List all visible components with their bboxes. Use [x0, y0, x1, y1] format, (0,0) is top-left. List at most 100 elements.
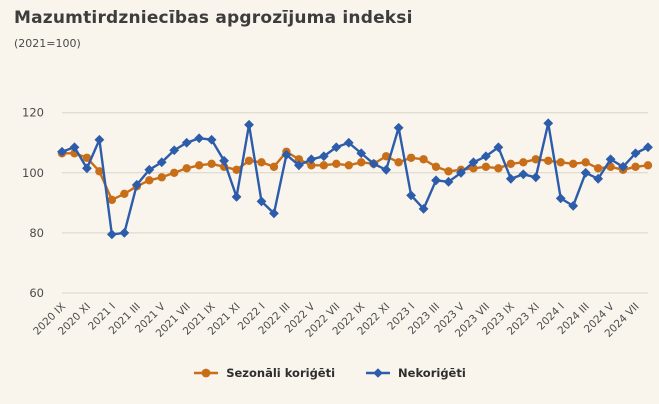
data-point-nekorigeti[interactable] [57, 146, 67, 157]
data-point-sezonali-korigeti[interactable] [531, 155, 540, 164]
data-point-nekorigeti[interactable] [505, 173, 516, 184]
data-point-sezonali-korigeti[interactable] [481, 162, 491, 171]
data-point-sezonali-korigeti[interactable] [269, 162, 279, 171]
data-point-nekorigeti[interactable] [630, 148, 641, 159]
data-point-sezonali-korigeti[interactable] [381, 152, 391, 161]
legend-label-nekorigeti: Nekoriģēti [398, 366, 466, 380]
circle-marker-icon [194, 368, 219, 378]
data-point-nekorigeti[interactable] [181, 137, 192, 148]
data-point-nekorigeti[interactable] [381, 164, 392, 175]
data-point-nekorigeti[interactable] [356, 148, 367, 159]
data-point-nekorigeti[interactable] [119, 228, 130, 238]
data-point-sezonali-korigeti[interactable] [107, 195, 117, 205]
legend-item-sezonali-korigeti[interactable]: Sezonāli koriģēti [193, 366, 335, 380]
chart-legend: Sezonāli koriģēti Nekoriģēti [0, 366, 659, 380]
gridlines [62, 112, 648, 294]
data-point-nekorigeti[interactable] [194, 133, 205, 144]
data-point-sezonali-korigeti[interactable] [157, 173, 166, 182]
data-point-sezonali-korigeti[interactable] [332, 159, 341, 168]
data-point-nekorigeti[interactable] [269, 208, 279, 219]
data-point-nekorigeti[interactable] [231, 191, 242, 202]
data-point-sezonali-korigeti[interactable] [581, 158, 590, 167]
data-point-sezonali-korigeti[interactable] [307, 161, 316, 170]
data-point-sezonali-korigeti[interactable] [145, 176, 154, 185]
data-point-sezonali-korigeti[interactable] [544, 156, 553, 165]
data-point-nekorigeti[interactable] [593, 173, 604, 184]
data-point-sezonali-korigeti[interactable] [406, 153, 416, 162]
chart-subtitle: (2021=100) [14, 37, 81, 50]
data-point-nekorigeti[interactable] [131, 179, 142, 190]
data-point-nekorigeti[interactable] [94, 134, 105, 145]
data-point-nekorigeti[interactable] [443, 176, 454, 187]
data-point-sezonali-korigeti[interactable] [257, 158, 266, 167]
data-point-sezonali-korigeti[interactable] [506, 159, 516, 168]
data-point-sezonali-korigeti[interactable] [319, 161, 329, 170]
data-point-nekorigeti[interactable] [530, 172, 541, 183]
data-point-nekorigeti[interactable] [69, 142, 80, 153]
data-point-nekorigeti[interactable] [106, 229, 117, 240]
data-point-sezonali-korigeti[interactable] [643, 161, 653, 170]
data-point-nekorigeti[interactable] [643, 142, 653, 153]
data-point-nekorigeti[interactable] [605, 154, 616, 165]
data-point-nekorigeti[interactable] [431, 175, 441, 186]
data-point-sezonali-korigeti[interactable] [469, 164, 478, 173]
data-point-sezonali-korigeti[interactable] [631, 162, 640, 171]
data-point-nekorigeti[interactable] [580, 167, 591, 178]
data-point-nekorigeti[interactable] [393, 122, 404, 133]
data-point-sezonali-korigeti[interactable] [207, 159, 216, 168]
data-point-nekorigeti[interactable] [293, 160, 304, 171]
data-point-nekorigeti[interactable] [281, 149, 292, 160]
data-point-sezonali-korigeti[interactable] [232, 165, 241, 174]
data-point-nekorigeti[interactable] [368, 158, 379, 169]
data-point-nekorigeti[interactable] [156, 157, 167, 168]
y-axis-labels: 120 100 80 60 [22, 106, 44, 300]
data-point-nekorigeti[interactable] [518, 169, 529, 180]
data-point-nekorigeti[interactable] [456, 167, 466, 178]
series-sezonali-korigeti[interactable] [57, 147, 653, 205]
data-point-sezonali-korigeti[interactable] [431, 162, 441, 171]
data-point-nekorigeti[interactable] [543, 118, 554, 129]
data-point-nekorigeti[interactable] [82, 163, 92, 174]
data-point-nekorigeti[interactable] [618, 161, 628, 172]
data-point-nekorigeti[interactable] [481, 151, 491, 162]
data-point-sezonali-korigeti[interactable] [170, 168, 179, 177]
data-point-nekorigeti[interactable] [244, 119, 254, 130]
data-point-sezonali-korigeti[interactable] [344, 161, 353, 170]
data-point-nekorigeti[interactable] [219, 155, 229, 166]
data-point-nekorigeti[interactable] [169, 145, 180, 156]
data-point-nekorigeti[interactable] [406, 190, 417, 201]
data-point-sezonali-korigeti[interactable] [519, 158, 528, 167]
data-point-nekorigeti[interactable] [418, 203, 429, 214]
data-point-nekorigeti[interactable] [306, 154, 317, 165]
data-point-nekorigeti[interactable] [468, 157, 479, 168]
data-point-nekorigeti[interactable] [555, 193, 566, 204]
data-point-sezonali-korigeti[interactable] [556, 158, 565, 167]
data-point-nekorigeti[interactable] [206, 134, 217, 145]
data-point-sezonali-korigeti[interactable] [593, 164, 603, 173]
data-point-sezonali-korigeti[interactable] [419, 155, 428, 164]
data-point-nekorigeti[interactable] [568, 200, 579, 211]
data-point-nekorigeti[interactable] [318, 151, 329, 162]
series-nekorigeti[interactable] [57, 118, 653, 240]
data-point-sezonali-korigeti[interactable] [394, 158, 403, 167]
data-point-sezonali-korigeti[interactable] [95, 167, 104, 176]
data-point-nekorigeti[interactable] [256, 196, 267, 207]
data-point-sezonali-korigeti[interactable] [294, 155, 304, 164]
data-point-sezonali-korigeti[interactable] [494, 164, 503, 173]
data-point-sezonali-korigeti[interactable] [444, 167, 453, 176]
data-point-sezonali-korigeti[interactable] [244, 156, 254, 165]
data-point-sezonali-korigeti[interactable] [568, 159, 578, 168]
data-point-sezonali-korigeti[interactable] [82, 153, 92, 162]
data-point-nekorigeti[interactable] [343, 137, 354, 148]
data-point-nekorigeti[interactable] [144, 164, 155, 175]
data-point-sezonali-korigeti[interactable] [120, 189, 129, 199]
y-tick-label: 120 [22, 106, 44, 120]
data-point-sezonali-korigeti[interactable] [357, 158, 366, 167]
data-point-sezonali-korigeti[interactable] [182, 164, 191, 173]
y-tick-label: 100 [22, 166, 44, 180]
data-point-sezonali-korigeti[interactable] [194, 161, 204, 170]
legend-item-nekorigeti[interactable]: Nekoriģēti [365, 366, 466, 380]
legend-label-sezonali-korigeti: Sezonāli koriģēti [226, 366, 336, 380]
diamond-marker-icon [366, 368, 391, 378]
